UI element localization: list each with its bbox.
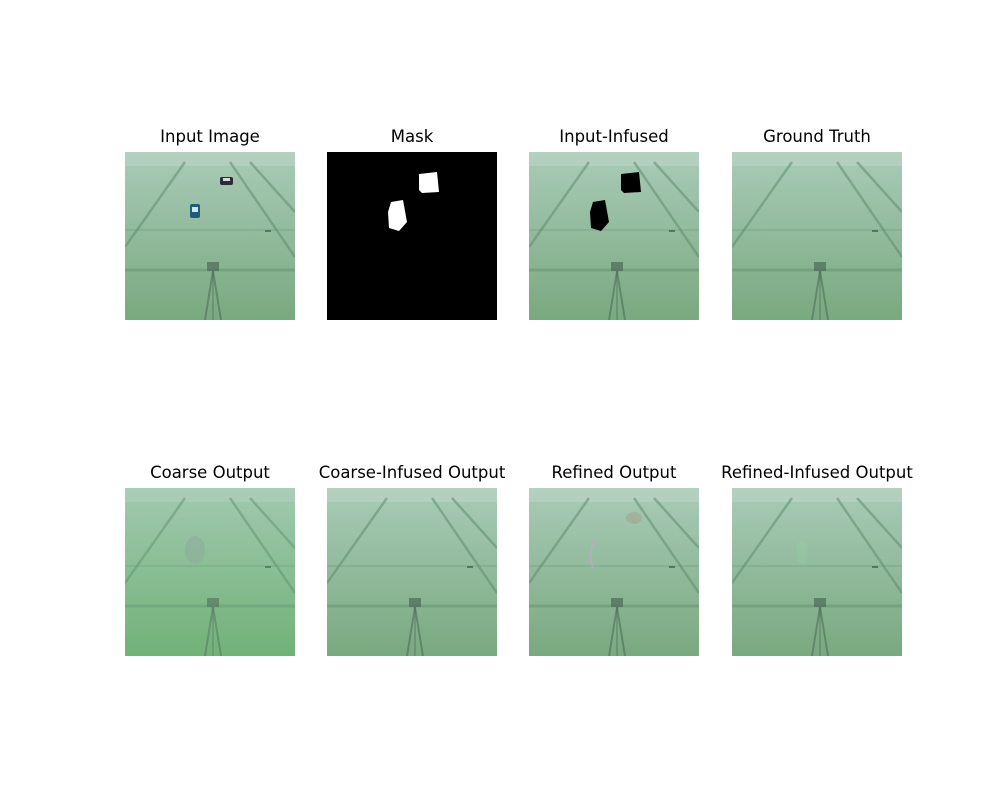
panel-title: Input-Infused [559,127,669,146]
floor-marker [467,566,473,568]
lane-stripe [451,497,497,549]
panel-input-image: Input Image [125,127,295,320]
tripod-head [611,262,623,271]
back-wall [327,488,497,502]
back-wall [529,488,699,502]
lane-stripe [529,497,591,584]
inpaint-artifact [796,540,808,564]
tripod-leg [212,270,222,320]
lane-stripe [732,497,794,584]
coarse-output-image [125,488,295,656]
tripod-leg [406,606,416,656]
refined-infused-output-image [732,488,902,656]
color-tint [125,488,295,656]
inpaint-artifact [626,512,642,524]
panel-ground-truth: Ground Truth [732,127,902,320]
mask-background [327,152,497,320]
inpaint-artifact [589,539,596,569]
tripod-leg [819,270,829,320]
lane-stripe [228,161,295,258]
tripod-leg [811,270,821,320]
panel-title: Refined Output [551,463,677,482]
tripod-head [814,262,826,271]
panel-refined-infused-output: Refined-Infused Output [721,463,913,656]
mask-image [327,152,497,320]
mask-region [419,172,439,193]
floor-marker [265,566,271,568]
panel-title: Ground Truth [763,127,871,146]
floor-marker [669,230,675,232]
input-image [125,152,295,320]
back-wall [529,152,699,166]
panel-input-infused: Input-Infused [529,127,699,320]
panel-title: Coarse Output [150,463,270,482]
lane-stripe [732,161,794,248]
panel-title: Refined-Infused Output [721,463,913,482]
ground-truth-image [732,152,902,320]
back-wall [125,152,295,166]
lane-stripe [835,497,902,594]
lane-stripe [249,497,295,549]
panel-refined-output: Refined Output [529,463,699,656]
masked-region [621,172,641,193]
tripod-leg [616,270,626,320]
tripod-leg [616,606,626,656]
back-wall [125,488,295,502]
robot-blue-top [192,207,198,212]
floor-marker [265,230,271,232]
panel-mask: Mask [327,127,497,320]
back-wall [732,152,902,166]
panel-coarse-output: Coarse Output [125,463,295,656]
inpaint-artifact [185,536,205,564]
floor-marker [872,566,878,568]
tripod-head [207,598,219,607]
coarse-infused-output-image [327,488,497,656]
lane-stripe [835,161,902,258]
lane-stripe [125,497,187,584]
refined-output-image [529,488,699,656]
tripod-head [814,598,826,607]
tripod-leg [204,270,214,320]
panel-title: Input Image [160,127,260,146]
lane-stripe [228,497,295,594]
lane-stripe [856,497,902,549]
robot-dark-top [223,178,230,181]
back-wall [732,488,902,502]
tripod-head [207,262,219,271]
tripod-leg [414,606,424,656]
lane-stripe [856,161,902,213]
panel-title: Coarse-Infused Output [318,463,506,482]
lane-stripe [653,497,699,549]
panel-coarse-infused-output: Coarse-Infused Output [319,463,505,656]
tripod-leg [811,606,821,656]
tripod-head [611,598,623,607]
tripod-leg [819,606,829,656]
lane-stripe [632,497,699,594]
floor-marker [872,230,878,232]
lane-stripe [327,497,389,584]
lane-stripe [529,161,591,248]
tripod-leg [608,606,618,656]
tripod-leg [608,270,618,320]
tripod-head [409,598,421,607]
lane-stripe [430,497,497,594]
lane-stripe [632,161,699,258]
floor-marker [669,566,675,568]
lane-stripe [249,161,295,213]
mask-region [388,200,407,231]
panel-title: Mask [390,127,434,146]
masked-region [590,200,609,231]
lane-stripe [125,161,187,248]
tripod-leg [204,606,214,656]
lane-stripe [653,161,699,213]
input-infused-image [529,152,699,320]
tripod-leg [212,606,222,656]
